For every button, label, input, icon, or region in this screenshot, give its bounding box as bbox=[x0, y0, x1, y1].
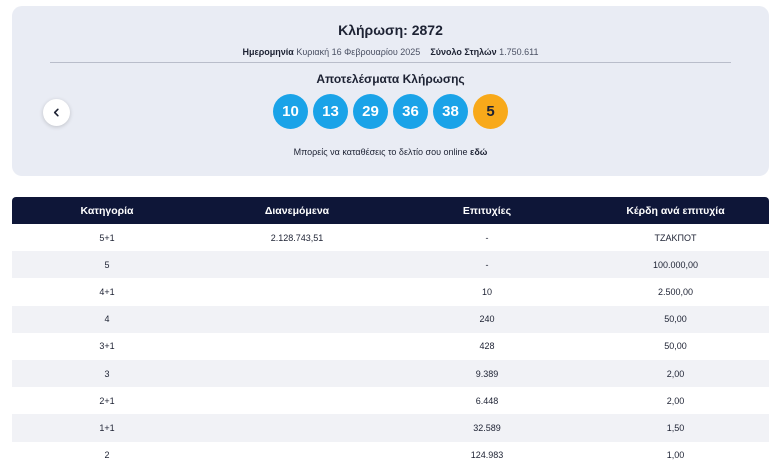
table-row: 4+1 10 2.500,00 bbox=[12, 278, 769, 306]
cell-prize: 2.500,00 bbox=[582, 278, 769, 306]
cell-category: 2+1 bbox=[12, 387, 202, 415]
table-row: 3+1 428 50,00 bbox=[12, 332, 769, 360]
cell-prize: 2,00 bbox=[582, 387, 769, 415]
header-distributed: Διανεμόμενα bbox=[202, 197, 392, 224]
cell-category: 1+1 bbox=[12, 414, 202, 442]
cell-distributed bbox=[202, 251, 392, 279]
bonus-ball: 5 bbox=[473, 94, 508, 129]
cell-distributed bbox=[202, 278, 392, 306]
cell-prize: 1,00 bbox=[582, 441, 769, 469]
columns-label: Σύνολο Στηλών bbox=[430, 47, 497, 57]
table-header-row: Κατηγορία Διανεμόμενα Επιτυχίες Κέρδη αν… bbox=[12, 197, 769, 224]
results-label: Αποτελέσματα Κλήρωσης bbox=[316, 72, 465, 86]
date-label: Ημερομηνία bbox=[242, 47, 294, 57]
table-row: 5+1 2.128.743,51 - ΤΖΑΚΠΟΤ bbox=[12, 224, 769, 252]
table-row: 1+1 32.589 1,50 bbox=[12, 414, 769, 442]
draw-meta: Ημερομηνία Κυριακή 16 Φεβρουαρίου 2025 Σ… bbox=[12, 47, 769, 57]
cell-distributed bbox=[202, 414, 392, 442]
cell-category: 4+1 bbox=[12, 278, 202, 306]
number-ball: 36 bbox=[393, 94, 428, 129]
divider bbox=[50, 62, 731, 63]
cell-category: 4 bbox=[12, 305, 202, 333]
cell-category: 2 bbox=[12, 441, 202, 469]
cell-prize: 100.000,00 bbox=[582, 251, 769, 279]
cell-winners: - bbox=[392, 224, 582, 252]
columns-value: 1.750.611 bbox=[499, 47, 539, 57]
cell-category: 3+1 bbox=[12, 332, 202, 360]
cell-prize: 2,00 bbox=[582, 359, 769, 388]
cell-prize: 50,00 bbox=[582, 305, 769, 333]
number-ball: 38 bbox=[433, 94, 468, 129]
deposit-note: Μπορείς να καταθέσεις το δελτίο σου onli… bbox=[12, 147, 769, 157]
cell-winners: 10 bbox=[392, 278, 582, 306]
draw-title: Κλήρωση: 2872 bbox=[338, 22, 443, 38]
header-category: Κατηγορία bbox=[12, 197, 202, 224]
chevron-left-icon bbox=[53, 108, 59, 117]
cell-prize: 50,00 bbox=[582, 332, 769, 360]
cell-distributed bbox=[202, 332, 392, 360]
cell-category: 5 bbox=[12, 251, 202, 279]
cell-category: 5+1 bbox=[12, 224, 202, 252]
cell-distributed: 2.128.743,51 bbox=[202, 224, 392, 252]
cell-distributed bbox=[202, 387, 392, 415]
prize-table: Κατηγορία Διανεμόμενα Επιτυχίες Κέρδη αν… bbox=[12, 197, 769, 469]
deposit-text: Μπορείς να καταθέσεις το δελτίο σου onli… bbox=[293, 147, 468, 157]
previous-draw-button[interactable] bbox=[43, 99, 70, 126]
header-prize-per-winner: Κέρδη ανά επιτυχία bbox=[582, 197, 769, 224]
cell-prize: 1,50 bbox=[582, 414, 769, 442]
draw-card: Κλήρωση: 2872 Ημερομηνία Κυριακή 16 Φεβρ… bbox=[12, 6, 769, 176]
cell-category: 3 bbox=[12, 359, 202, 388]
table-row: 5 - 100.000,00 bbox=[12, 251, 769, 279]
cell-prize: ΤΖΑΚΠΟΤ bbox=[582, 224, 769, 252]
cell-distributed bbox=[202, 305, 392, 333]
cell-distributed bbox=[202, 359, 392, 388]
header-winners: Επιτυχίες bbox=[392, 197, 582, 224]
cell-winners: 9.389 bbox=[392, 359, 582, 388]
table-row: 2 124.983 1,00 bbox=[12, 441, 769, 469]
cell-winners: 32.589 bbox=[392, 414, 582, 442]
cell-winners: 428 bbox=[392, 332, 582, 360]
cell-distributed bbox=[202, 441, 392, 469]
cell-winners: 240 bbox=[392, 305, 582, 333]
table-row: 4 240 50,00 bbox=[12, 305, 769, 333]
cell-winners: - bbox=[392, 251, 582, 279]
winning-numbers: 10 13 29 36 38 5 bbox=[12, 94, 769, 129]
date-value: Κυριακή 16 Φεβρουαρίου 2025 bbox=[296, 47, 421, 57]
table-row: 3 9.389 2,00 bbox=[12, 359, 769, 388]
number-ball: 13 bbox=[313, 94, 348, 129]
number-ball: 10 bbox=[273, 94, 308, 129]
cell-winners: 124.983 bbox=[392, 441, 582, 469]
table-row: 2+1 6.448 2,00 bbox=[12, 387, 769, 415]
cell-winners: 6.448 bbox=[392, 387, 582, 415]
deposit-link[interactable]: εδώ bbox=[470, 147, 488, 157]
number-ball: 29 bbox=[353, 94, 388, 129]
